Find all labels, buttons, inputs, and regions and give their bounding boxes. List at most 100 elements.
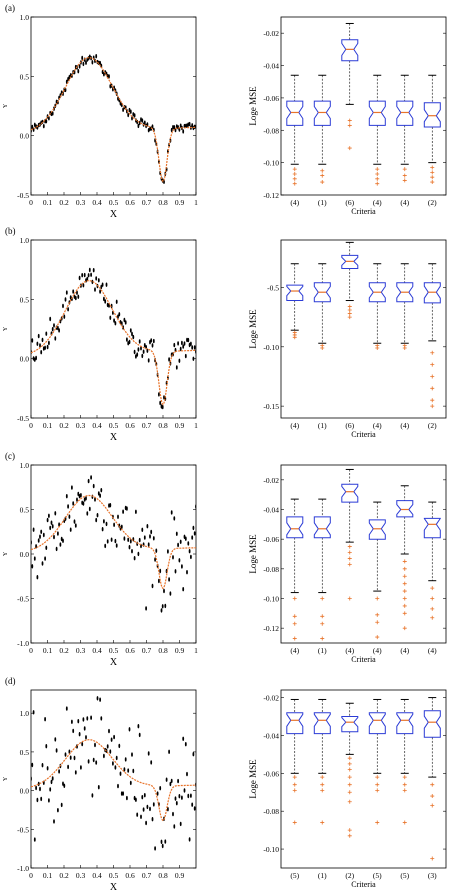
data-point [41, 561, 44, 566]
data-point [181, 564, 183, 569]
y-tick-label: -0.5 [17, 825, 29, 834]
data-point [178, 558, 181, 563]
x-tick-label: 0.1 [43, 871, 53, 880]
data-point [140, 346, 142, 351]
data-point [85, 60, 87, 65]
outlier-point [320, 621, 325, 626]
plot-area [31, 54, 196, 184]
data-point [135, 354, 137, 359]
data-point [118, 312, 121, 317]
data-point [159, 786, 162, 791]
data-point [119, 771, 122, 776]
data-point [44, 717, 46, 722]
outlier-point [430, 170, 435, 175]
data-point [147, 542, 150, 547]
outlier-point [402, 581, 407, 586]
x-axis-label: X [110, 882, 118, 893]
outlier-point [402, 626, 407, 631]
data-point [88, 506, 91, 512]
data-point [77, 69, 80, 74]
data-point [55, 748, 58, 753]
outlier-point [347, 304, 352, 309]
data-point [46, 766, 49, 771]
data-point [135, 509, 137, 514]
data-point [177, 542, 180, 548]
data-point [141, 353, 144, 359]
data-point [37, 333, 40, 339]
x-tick-label: 0.7 [142, 871, 152, 880]
x-axis-label: X [110, 432, 118, 443]
data-point [123, 317, 126, 323]
data-point [169, 781, 172, 787]
y-tick-label: -0.10 [263, 595, 279, 604]
x-axis-label: X [110, 209, 118, 220]
data-point [170, 127, 173, 133]
box-4: (4) [368, 501, 386, 655]
outlier-point [347, 782, 352, 787]
data-point [51, 776, 54, 781]
criteria-label: (4) [400, 198, 409, 207]
data-point [100, 284, 103, 290]
outlier-point [347, 833, 352, 838]
data-point [40, 529, 43, 534]
x-tick-label: 0.7 [142, 646, 152, 655]
data-point [49, 787, 52, 792]
data-point [179, 821, 182, 827]
y-tick-label: -0.5 [17, 595, 29, 604]
x-tick-label: 0.1 [43, 198, 53, 207]
data-point [128, 545, 131, 550]
data-point [37, 781, 40, 787]
x-tick-label: 0.8 [158, 198, 168, 207]
data-point [138, 339, 141, 344]
data-point [184, 742, 187, 747]
y-tick-label: -0.08 [263, 807, 279, 816]
y-tick-label: -0.06 [263, 769, 279, 778]
data-point [118, 743, 121, 749]
data-point [64, 297, 67, 302]
data-point [40, 350, 43, 355]
data-point [91, 793, 94, 798]
outlier-point [320, 596, 325, 601]
data-point [187, 793, 190, 799]
y-tick-label: -0.06 [263, 535, 279, 544]
data-point [82, 61, 85, 67]
outlier-point [347, 596, 352, 601]
y-axis-label: Loge MSE [248, 534, 258, 574]
x-tick-label: 0.5 [109, 871, 119, 880]
data-point [101, 282, 104, 287]
data-point [133, 349, 136, 355]
x-axis-label: Criteria [351, 880, 376, 889]
y-tick-label: -1.0 [17, 639, 29, 648]
data-point [46, 517, 49, 523]
data-point [87, 478, 90, 484]
data-point [82, 717, 85, 722]
y-tick-label: -0.04 [263, 506, 279, 515]
scatterplot-1: 1.0 0.5 0.0 -0.5 Y 0 0.1 0.2 0.3 0.4 0.5 0.6 0.7 0.8 0… [3, 3, 198, 220]
data-point [140, 814, 142, 819]
data-point [172, 811, 174, 817]
fitted-curve [31, 739, 196, 822]
data-point [178, 358, 181, 363]
data-point [182, 587, 185, 592]
data-point [175, 531, 178, 536]
data-point [151, 124, 154, 129]
data-point [44, 345, 46, 350]
data-point [126, 337, 128, 342]
plot-frame [280, 689, 447, 869]
data-point [103, 296, 105, 302]
box-body [423, 102, 441, 128]
x-tick-label: 0.2 [59, 871, 69, 880]
x-tick-label: 0 [29, 198, 33, 207]
data-point [65, 706, 68, 711]
data-point [58, 328, 60, 333]
data-point [126, 506, 128, 511]
y-tick-label: 0.5 [20, 506, 30, 515]
outlier-point [430, 404, 435, 409]
y-tick-label: -0.06 [263, 94, 279, 103]
outlier-point [402, 566, 407, 571]
data-point [174, 569, 177, 574]
data-point [122, 791, 124, 796]
data-point [64, 752, 67, 757]
outlier-point [292, 621, 297, 626]
data-point [129, 539, 132, 544]
